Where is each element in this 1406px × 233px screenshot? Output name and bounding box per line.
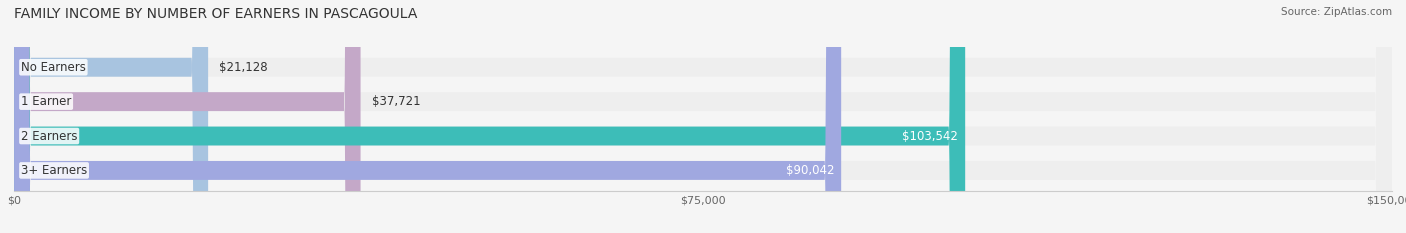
- Text: 2 Earners: 2 Earners: [21, 130, 77, 143]
- FancyBboxPatch shape: [14, 0, 1392, 233]
- FancyBboxPatch shape: [14, 0, 1392, 233]
- Text: 3+ Earners: 3+ Earners: [21, 164, 87, 177]
- Text: $90,042: $90,042: [786, 164, 834, 177]
- FancyBboxPatch shape: [14, 0, 965, 233]
- FancyBboxPatch shape: [14, 0, 360, 233]
- FancyBboxPatch shape: [14, 0, 208, 233]
- Text: FAMILY INCOME BY NUMBER OF EARNERS IN PASCAGOULA: FAMILY INCOME BY NUMBER OF EARNERS IN PA…: [14, 7, 418, 21]
- FancyBboxPatch shape: [14, 0, 1392, 233]
- Text: No Earners: No Earners: [21, 61, 86, 74]
- Text: $37,721: $37,721: [371, 95, 420, 108]
- FancyBboxPatch shape: [14, 0, 841, 233]
- Text: $21,128: $21,128: [219, 61, 267, 74]
- Text: 1 Earner: 1 Earner: [21, 95, 72, 108]
- FancyBboxPatch shape: [14, 0, 1392, 233]
- Text: Source: ZipAtlas.com: Source: ZipAtlas.com: [1281, 7, 1392, 17]
- Text: $103,542: $103,542: [903, 130, 959, 143]
